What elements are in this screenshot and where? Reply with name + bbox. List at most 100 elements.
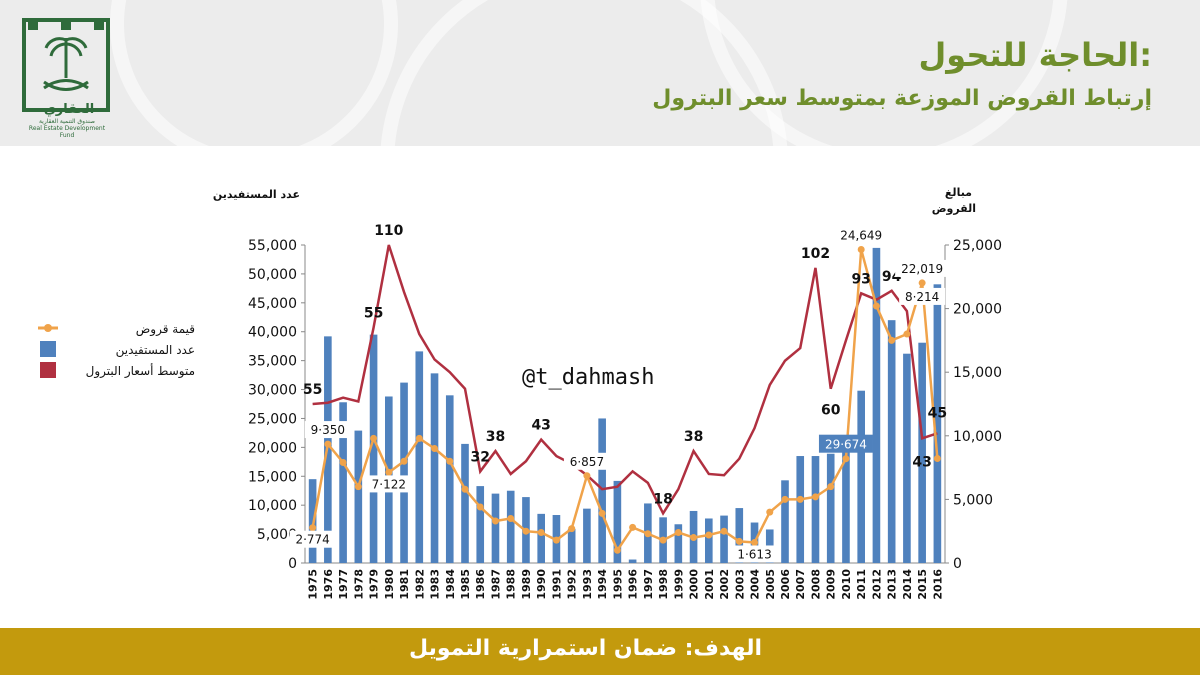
x-tick-label: 1993 bbox=[581, 569, 594, 600]
loan-value-point bbox=[507, 514, 515, 522]
x-tick-label: 1990 bbox=[535, 569, 548, 600]
oil-price-label: 60 bbox=[821, 403, 841, 419]
loan-value-point bbox=[888, 336, 896, 344]
oil-price-label: 38 bbox=[486, 429, 505, 445]
x-tick-label: 1988 bbox=[505, 569, 518, 600]
loan-value-label: 2·774 bbox=[295, 533, 329, 547]
logo-english-name: صندوق التنمية العقارية Real Estate Devel… bbox=[22, 118, 112, 139]
left-tick-label: 45,000 bbox=[248, 296, 297, 312]
x-tick-label: 2007 bbox=[794, 569, 807, 600]
x-tick-label: 2002 bbox=[718, 569, 731, 600]
loan-value-point bbox=[385, 468, 393, 476]
left-tick-label: 35,000 bbox=[248, 354, 297, 370]
loan-value-point bbox=[690, 534, 698, 542]
beneficiaries-bar bbox=[796, 456, 805, 563]
right-tick-label: 20,000 bbox=[953, 302, 1002, 318]
loan-value-point bbox=[842, 455, 850, 463]
oil-price-label: 18 bbox=[653, 491, 672, 507]
beneficiaries-bar bbox=[811, 456, 820, 563]
x-tick-label: 1979 bbox=[368, 569, 381, 600]
right-axis-title-line2: القروض bbox=[932, 202, 976, 215]
beneficiaries-bar bbox=[598, 418, 606, 563]
loan-value-point bbox=[461, 485, 469, 493]
legend-label: متوسط أسعار البترول bbox=[86, 363, 195, 379]
loan-value-point bbox=[339, 459, 347, 467]
x-tick-label: 1980 bbox=[383, 569, 396, 600]
beneficiaries-bar bbox=[613, 480, 622, 563]
beneficiaries-bar bbox=[476, 486, 485, 563]
beneficiaries-bar bbox=[583, 508, 591, 563]
oil-price-label: 110 bbox=[374, 223, 403, 239]
loan-value-point bbox=[522, 527, 530, 535]
oil-price-label: 55 bbox=[303, 382, 322, 398]
loan-value-label: 1·613 bbox=[737, 547, 771, 561]
legend-swatch bbox=[40, 362, 56, 378]
legend-loan-marker bbox=[44, 324, 52, 332]
data-label-box bbox=[834, 226, 889, 244]
oil-price-label: 93 bbox=[851, 271, 870, 287]
x-tick-label: 1994 bbox=[596, 569, 609, 600]
loan-value-point bbox=[781, 495, 789, 503]
x-tick-label: 2006 bbox=[779, 569, 792, 600]
beneficiaries-bar bbox=[842, 439, 850, 563]
oil-price-label: 45 bbox=[928, 405, 947, 421]
loan-value-point bbox=[659, 536, 667, 544]
beneficiaries-bar bbox=[857, 390, 865, 563]
x-tick-label: 1996 bbox=[627, 569, 640, 600]
loan-value-label: 7·122 bbox=[372, 477, 406, 491]
beneficiaries-bar bbox=[491, 493, 500, 563]
loan-value-point bbox=[476, 503, 484, 511]
loan-value-point bbox=[766, 508, 774, 516]
legend-swatch bbox=[40, 341, 56, 357]
left-tick-label: 15,000 bbox=[248, 469, 297, 485]
legend-label: عدد المستفيدين bbox=[116, 343, 195, 358]
beneficiaries-bar bbox=[537, 513, 545, 563]
x-tick-label: 2013 bbox=[886, 569, 899, 600]
loan-value-label: 9·350 bbox=[311, 423, 345, 437]
loan-value-point bbox=[583, 472, 591, 480]
left-tick-label: 10,000 bbox=[248, 498, 297, 514]
loan-value-point bbox=[309, 524, 317, 532]
x-tick-label: 2009 bbox=[825, 569, 838, 600]
x-tick-label: 1983 bbox=[429, 569, 442, 600]
beneficiaries-bar bbox=[461, 443, 469, 563]
right-tick-label: 0 bbox=[953, 556, 962, 572]
x-tick-label: 1989 bbox=[520, 569, 533, 600]
x-tick-label: 2008 bbox=[809, 569, 822, 600]
right-tick-label: 5,000 bbox=[953, 492, 993, 508]
beneficiaries-bar bbox=[445, 395, 454, 563]
left-tick-label: 50,000 bbox=[248, 267, 297, 283]
loan-value-point bbox=[751, 538, 759, 546]
left-tick-label: 25,000 bbox=[248, 411, 297, 427]
logo-english-text: Real Estate Development Fund bbox=[28, 125, 106, 139]
left-axis-title: عدد المستفيدين bbox=[213, 188, 300, 201]
oil-price-label: 38 bbox=[684, 429, 703, 445]
beneficiaries-bar bbox=[415, 351, 424, 563]
loan-value-point bbox=[903, 330, 911, 338]
x-tick-label: 2005 bbox=[764, 569, 777, 600]
slide-subtitle: إرتباط القروض الموزعة بمتوسط سعر البترول bbox=[652, 86, 1152, 111]
x-tick-label: 1986 bbox=[474, 569, 487, 600]
beneficiaries-bar bbox=[506, 490, 515, 563]
loan-value-point bbox=[857, 245, 865, 253]
loan-value-point bbox=[872, 302, 880, 310]
oil-price-label: 55 bbox=[364, 306, 383, 322]
x-tick-label: 2001 bbox=[703, 569, 716, 600]
loan-value-label: 8·214 bbox=[905, 290, 939, 304]
x-tick-label: 2004 bbox=[749, 569, 762, 600]
beneficiaries-bar bbox=[781, 480, 789, 563]
loan-value-point bbox=[354, 483, 362, 491]
loan-value-label: 6·857 bbox=[570, 455, 604, 469]
beneficiaries-bar bbox=[354, 430, 363, 563]
x-tick-label: 1984 bbox=[444, 569, 457, 600]
oil-price-polyline bbox=[312, 244, 938, 516]
logo-small-arabic-name: صندوق التنمية العقارية bbox=[38, 118, 96, 125]
data-label-box bbox=[563, 452, 610, 470]
x-tick-label: 1998 bbox=[657, 569, 670, 600]
oil-price-line bbox=[312, 244, 938, 516]
beneficiaries-bar bbox=[674, 524, 683, 563]
loan-value-point bbox=[491, 517, 499, 525]
data-label-box bbox=[289, 530, 336, 548]
x-tick-label: 1999 bbox=[672, 569, 685, 600]
